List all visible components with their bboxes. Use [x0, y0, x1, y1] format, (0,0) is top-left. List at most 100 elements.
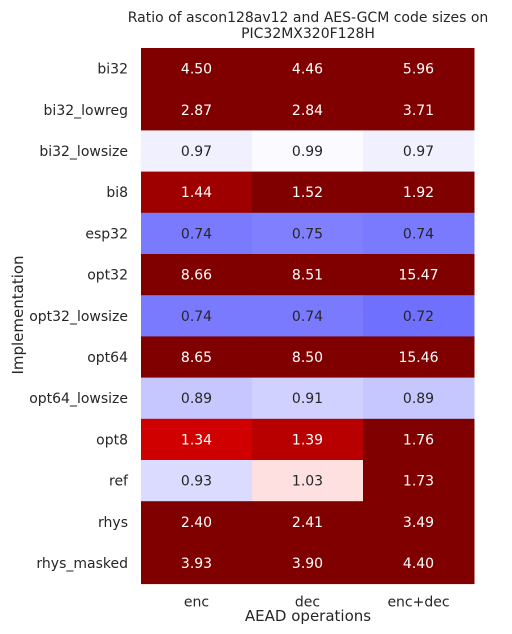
chart-title-line: PIC32MX320F128H [241, 26, 375, 42]
cell-value-label: 3.90 [292, 556, 323, 572]
cell-value-label: 0.72 [403, 309, 434, 325]
heatmap-cell [141, 171, 253, 214]
cell-value-label: 0.99 [292, 144, 323, 160]
heatmap-cell [141, 295, 253, 337]
heatmap-cell [363, 212, 475, 255]
cell-value-label: 5.96 [403, 62, 434, 78]
cell-value-label: 0.97 [181, 144, 212, 160]
heatmap-cell [252, 130, 364, 173]
y-tick-label: ref [109, 474, 129, 490]
heatmap-cell [363, 171, 475, 214]
heatmap-cell [141, 336, 253, 379]
heatmap-cell [252, 48, 364, 90]
cell-value-label: 2.84 [292, 103, 323, 119]
x-tick-label: enc [184, 595, 209, 611]
heatmap-cell [141, 89, 253, 131]
cell-value-label: 0.97 [403, 144, 434, 160]
heatmap-cell [141, 130, 253, 173]
y-tick-label: rhys [98, 515, 128, 531]
y-axis-label: Implementation [9, 255, 27, 374]
cell-value-label: 2.40 [181, 515, 212, 531]
cell-value-label: 1.73 [403, 474, 434, 490]
cell-value-label: 0.89 [403, 391, 434, 407]
heatmap-cell [363, 460, 475, 502]
y-tick-label: opt64_lowsize [29, 391, 128, 407]
heatmap-cell [141, 501, 253, 543]
cell-value-label: 1.34 [181, 432, 212, 448]
y-tick-label: bi32_lowreg [44, 103, 128, 119]
heatmap-cell [252, 254, 364, 296]
heatmap-cell [363, 336, 475, 379]
y-tick-label: opt8 [96, 432, 128, 448]
cell-value-label: 1.44 [181, 185, 212, 201]
cell-value-label: 0.93 [181, 474, 212, 490]
heatmap-cell [363, 542, 475, 585]
cell-value-label: 1.52 [292, 185, 323, 201]
heatmap-cell [141, 542, 253, 585]
heatmap-cell [363, 48, 475, 90]
y-tick-label: bi8 [106, 185, 128, 201]
x-tick-labels: enc dec enc+dec [184, 595, 450, 611]
cell-value-label: 1.76 [403, 432, 434, 448]
heatmap-cell [141, 254, 253, 296]
cell-value-label: 0.75 [292, 226, 323, 242]
y-tick-label: esp32 [85, 226, 128, 242]
heatmap-cell [252, 336, 364, 379]
heatmap-cell [363, 501, 475, 543]
heatmap-cell [252, 501, 364, 543]
cell-value-label: 0.74 [403, 226, 434, 242]
cell-value-label: 4.46 [292, 62, 323, 78]
heatmap-cell [363, 377, 475, 420]
cell-value-label: 4.40 [403, 556, 434, 572]
cell-value-label: 15.46 [398, 350, 438, 366]
heatmap-cell [141, 418, 253, 461]
cell-value-label: 0.91 [292, 391, 323, 407]
cell-value-label: 15.47 [398, 268, 438, 284]
y-tick-label: bi32_lowsize [39, 144, 128, 160]
cell-value-label: 0.74 [181, 226, 212, 242]
x-axis-label: AEAD operations [245, 607, 371, 625]
cell-value-label: 3.93 [181, 556, 212, 572]
cell-value-label: 4.50 [181, 62, 212, 78]
cell-value-label: 8.66 [181, 268, 212, 284]
y-tick-label: opt64 [87, 350, 128, 366]
heatmap-cell [363, 254, 475, 296]
heatmap-cell [252, 171, 364, 214]
x-tick-label: enc+dec [387, 595, 449, 611]
cell-value-label: 0.74 [292, 309, 323, 325]
heatmap-cells: 4.50 4.46 5.96 2.87 2.84 3.71 0.97 0.99 0.97 1.44… [141, 48, 475, 585]
chart-title-line: Ratio of ascon128av12 and AES-GCM code s… [128, 10, 489, 26]
y-tick-label: opt32 [87, 268, 128, 284]
cell-value-label: 8.51 [292, 268, 323, 284]
heatmap-cell [252, 542, 364, 585]
y-tick-labels: bi32 bi32_lowreg bi32_lowsize bi8 esp32 opt32… [29, 62, 129, 572]
cell-value-label: 8.65 [181, 350, 212, 366]
heatmap-cell [252, 212, 364, 255]
heatmap-cell [252, 295, 364, 337]
heatmap-cell [141, 377, 253, 420]
heatmap-cell [141, 212, 253, 255]
cell-value-label: 0.74 [181, 309, 212, 325]
cell-value-label: 1.92 [403, 185, 434, 201]
heatmap-cell [252, 460, 364, 502]
cell-value-label: 1.03 [292, 474, 323, 490]
cell-value-label: 3.49 [403, 515, 434, 531]
cell-value-label: 1.39 [292, 432, 323, 448]
heatmap-cell [363, 418, 475, 461]
heatmap-cell [363, 295, 475, 337]
heatmap-cell [363, 130, 475, 173]
y-tick-label: bi32 [97, 62, 128, 78]
heatmap-cell [141, 48, 253, 90]
heatmap-cell [363, 89, 475, 131]
cell-value-label: 8.50 [292, 350, 323, 366]
cell-value-label: 3.71 [403, 103, 434, 119]
cell-value-label: 2.87 [181, 103, 212, 119]
heatmap-cell [252, 377, 364, 420]
y-tick-label: opt32_lowsize [29, 309, 128, 325]
cell-value-label: 0.89 [181, 391, 212, 407]
chart-title: Ratio of ascon128av12 and AES-GCM code s… [128, 10, 489, 42]
heatmap-cell [141, 460, 253, 502]
y-tick-label: rhys_masked [36, 556, 128, 572]
heatmap-cell [252, 418, 364, 461]
